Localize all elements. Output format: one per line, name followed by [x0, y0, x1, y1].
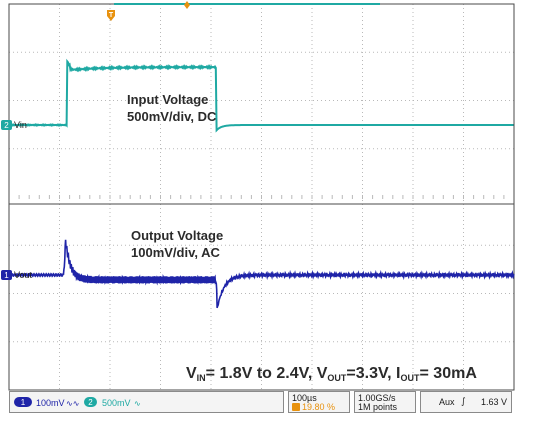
cond-vin-text: = 1.8V to 2.4V, V [206, 365, 328, 382]
output-voltage-scale: 100mV/div, AC [131, 245, 220, 260]
cond-iout-text: = 30mA [420, 365, 478, 382]
output-voltage-title: Output Voltage [131, 228, 223, 243]
ch1-coupling-icon: ∿∿ [66, 399, 79, 408]
ch2-badge [84, 397, 97, 407]
trigger-position-icon [292, 403, 300, 411]
input-voltage-title: Input Voltage [127, 92, 208, 107]
ch2-badge-number: 2 [88, 398, 93, 407]
sample-rate: 1.00GS/s [358, 393, 396, 403]
ch1-badge-number: 1 [21, 398, 26, 407]
ch1-marker-number: 1 [4, 271, 9, 280]
ch2-marker-number: 2 [4, 121, 9, 130]
trace-vout [8, 239, 515, 309]
cond-vin-sub: IN [197, 373, 206, 383]
input-voltage-scale: 500mV/div, DC [127, 109, 217, 124]
trace-vin [8, 58, 514, 133]
test-conditions: VIN= 1.8V to 2.4V, VOUT=3.3V, IOUT= 30mA [186, 365, 477, 383]
cond-vin-symbol: V [186, 365, 197, 382]
trigger-level: 1.63 V [481, 397, 508, 407]
ch1-badge [14, 397, 32, 407]
cond-vout-sub: OUT [327, 373, 347, 383]
ch1-scale: 100mV [36, 398, 65, 408]
ch1-marker: 1 Vout [1, 270, 33, 280]
trigger-marker-label: T [109, 12, 114, 19]
timebase-value: 100µs [292, 393, 317, 403]
trigger-slope-icon: ∫ [461, 397, 466, 407]
cond-vout-text: =3.3V, I [346, 365, 400, 382]
ch2-marker-label: Vin [14, 120, 27, 130]
channel-settings-graphics: 1 100mV ∿∿ 2 500mV ∿ [14, 397, 141, 408]
trigger-position-arrow [184, 1, 190, 9]
ch2-bw-icon: ∿ [134, 399, 141, 408]
trigger-position: 19.80 % [302, 402, 336, 412]
ch2-scale: 500mV [102, 398, 131, 408]
trigger-marker: T [107, 10, 115, 21]
trigger-source: Aux [439, 397, 455, 407]
channel-settings-panel[interactable]: 1 100mV ∿∿ 2 500mV ∿ [9, 391, 284, 413]
record-length: 1M points [358, 402, 398, 412]
cond-iout-sub: OUT [401, 373, 421, 383]
ch1-marker-label: Vout [14, 270, 33, 280]
trigger-panel[interactable]: Aux ∫ 1.63 V [420, 391, 512, 413]
ch2-marker: 2 Vin [1, 120, 27, 130]
timebase-panel[interactable]: 100µs 19.80 % [288, 391, 350, 413]
acquisition-panel[interactable]: 1.00GS/s 1M points [354, 391, 416, 413]
